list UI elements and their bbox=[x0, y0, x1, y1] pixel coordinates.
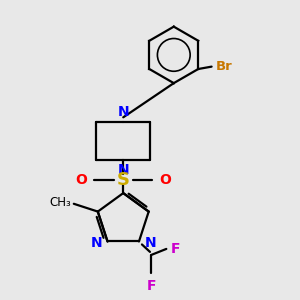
Text: N: N bbox=[117, 105, 129, 119]
Text: N: N bbox=[91, 236, 102, 250]
Text: CH₃: CH₃ bbox=[49, 196, 71, 209]
Text: O: O bbox=[76, 173, 88, 187]
Text: N: N bbox=[117, 163, 129, 177]
Text: O: O bbox=[159, 173, 171, 187]
Text: F: F bbox=[147, 279, 156, 292]
Text: Br: Br bbox=[216, 60, 233, 73]
Text: S: S bbox=[117, 171, 130, 189]
Text: F: F bbox=[171, 242, 180, 256]
Text: N: N bbox=[144, 236, 156, 250]
